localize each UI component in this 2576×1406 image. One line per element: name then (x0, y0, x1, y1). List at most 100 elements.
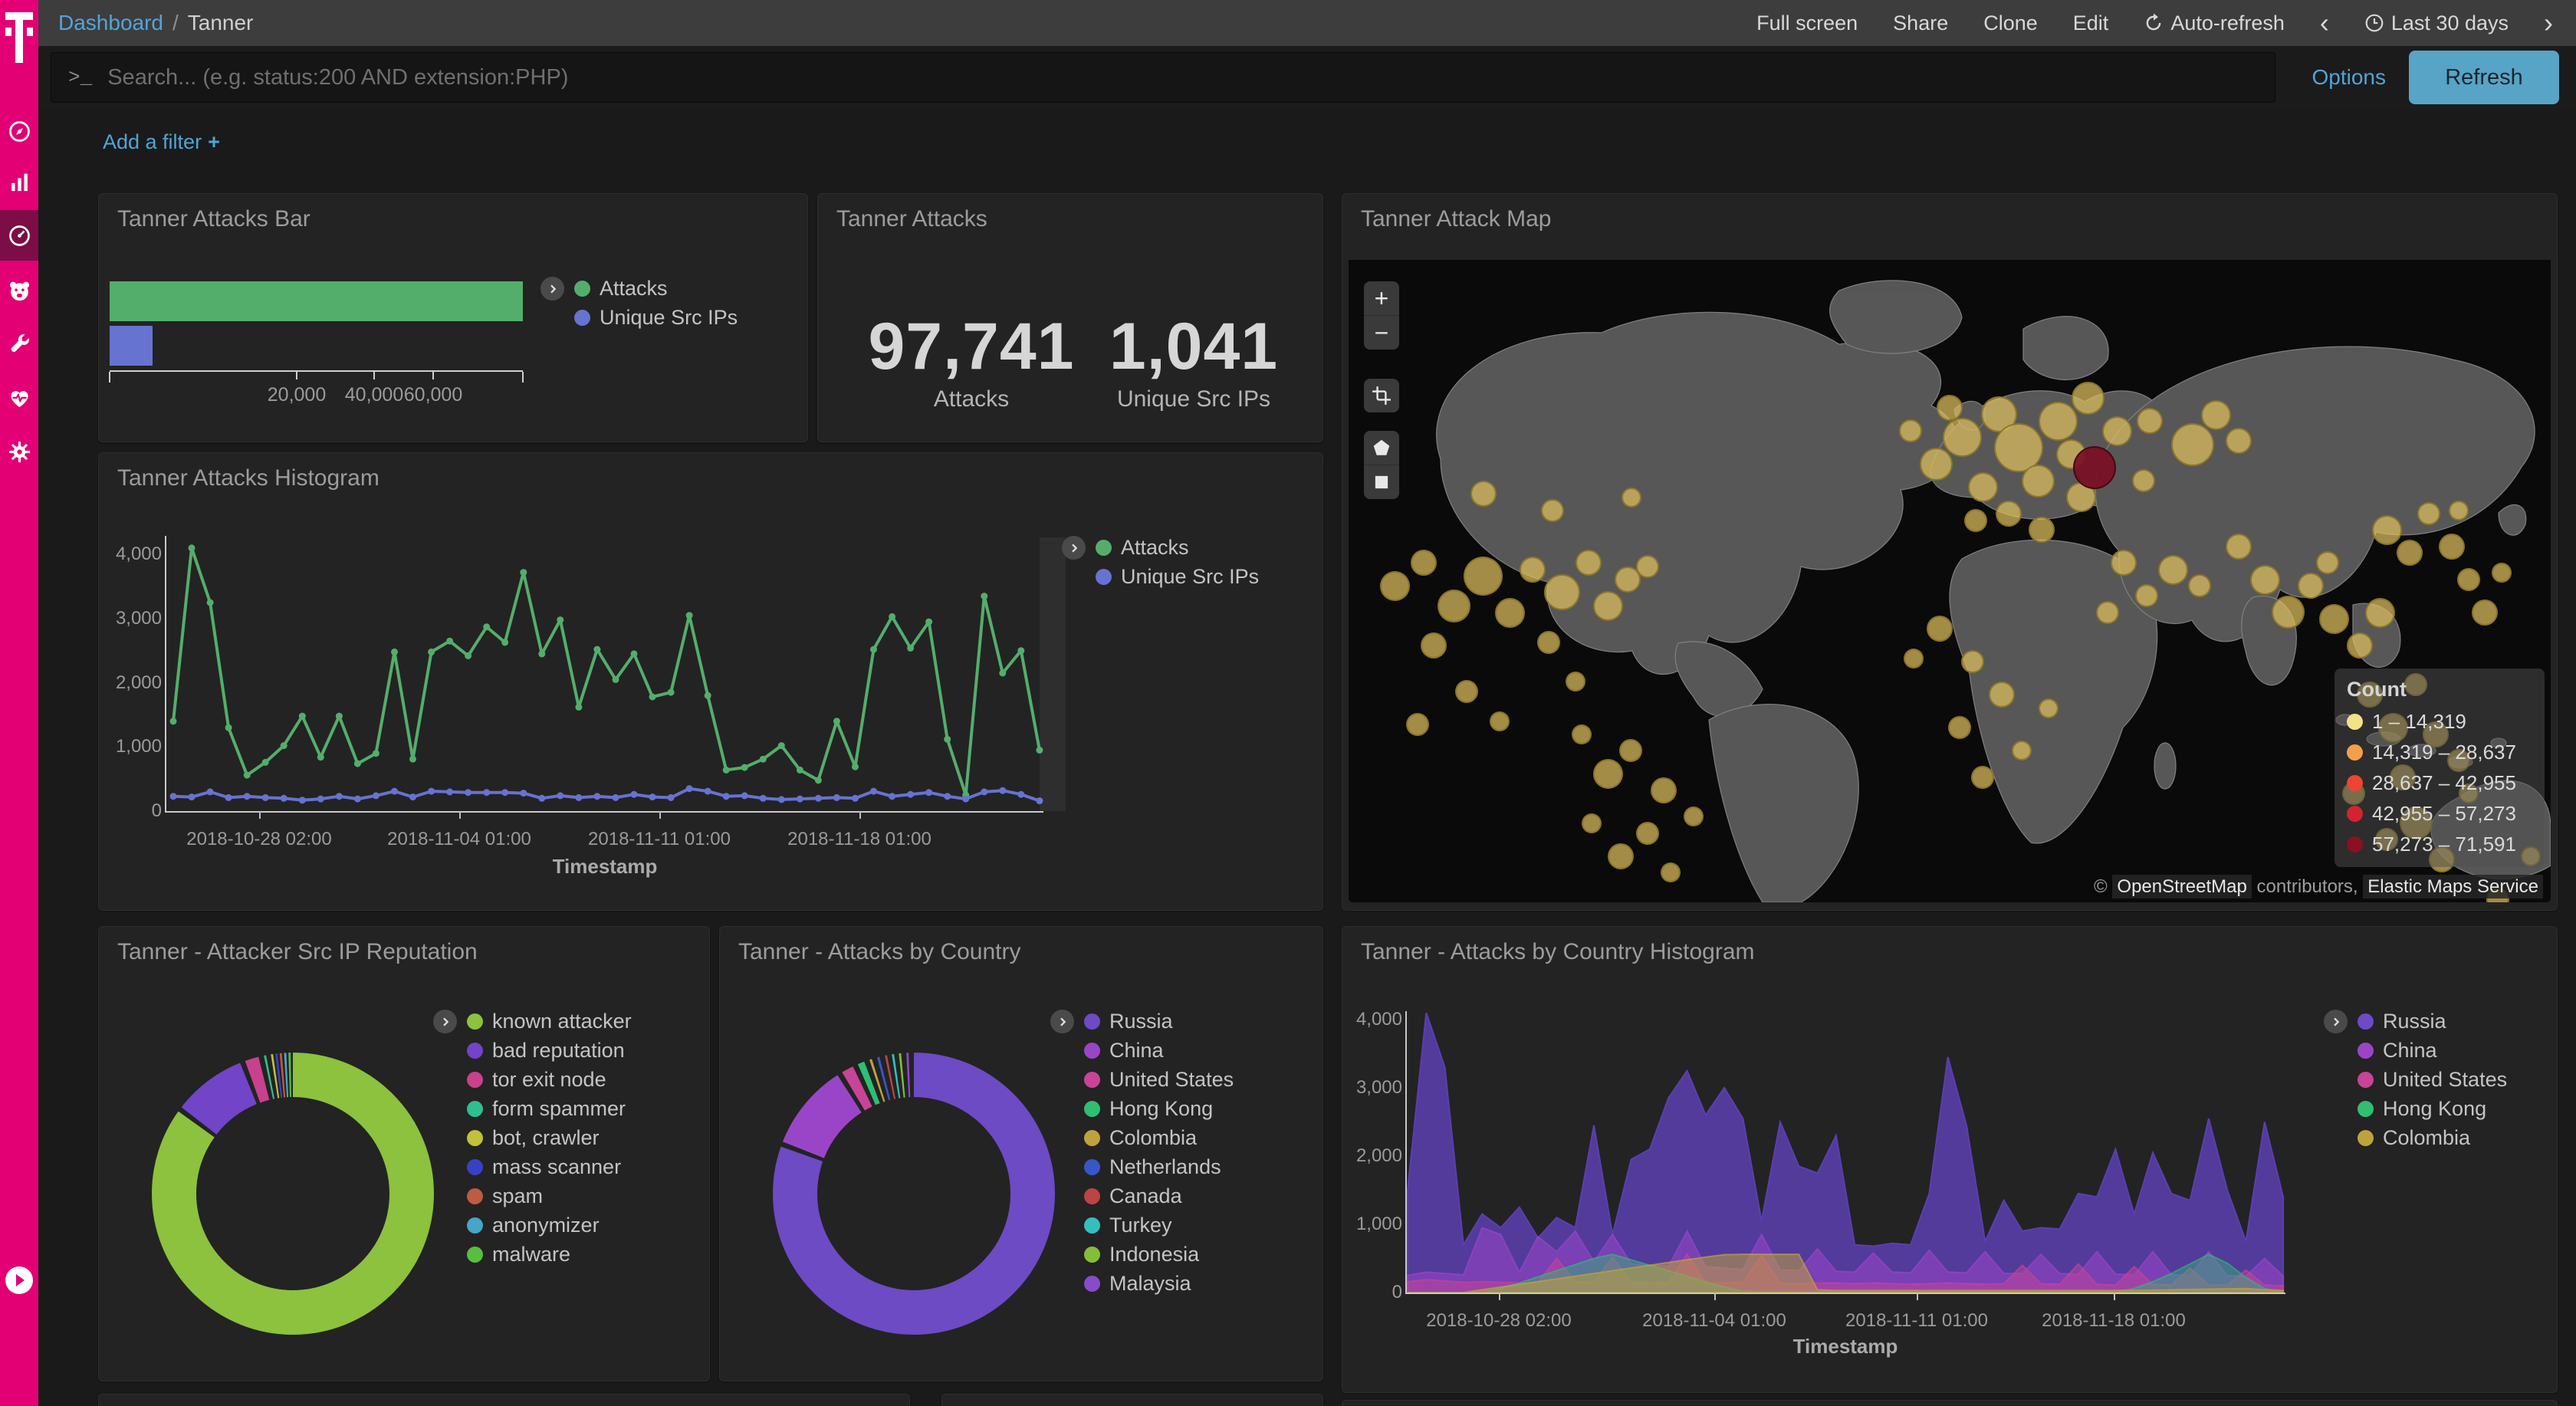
legend-item[interactable]: known attacker (467, 1007, 632, 1036)
time-back-button[interactable]: ‹ (2319, 7, 2329, 38)
sidebar-item-dashboard[interactable] (0, 210, 38, 261)
legend-swatch (467, 1158, 483, 1175)
attack-dot (2397, 540, 2423, 566)
sidebar-item-management[interactable] (0, 426, 38, 477)
breadcrumb: Dashboard / Tanner (58, 11, 253, 35)
legend: known attacker bad reputation tor exit nod… (433, 1007, 632, 1269)
panel-title: Tanner Attacks (836, 206, 987, 232)
sidebar-item-bear-app[interactable] (0, 265, 38, 316)
legend-label: Attacks (1121, 535, 1189, 559)
legend-item[interactable]: Russia (2358, 1007, 2507, 1036)
legend-item[interactable]: Hong Kong (1084, 1094, 1234, 1123)
sidebar-item-monitoring[interactable] (0, 373, 38, 423)
legend-item[interactable]: China (1084, 1036, 1234, 1065)
legend-expand-button[interactable] (2324, 1010, 2348, 1033)
legend-item[interactable]: United States (2358, 1065, 2507, 1094)
legend-swatch (467, 1246, 483, 1263)
legend-item[interactable]: Hong Kong (2358, 1094, 2507, 1123)
legend-item[interactable]: China (2358, 1036, 2507, 1065)
world-map[interactable]: + − Count 1 – 14,319 14,319 – 28,637 28,63… (1349, 260, 2551, 902)
legend-label: malware (492, 1242, 571, 1266)
y-tick-label: 1,000 (1355, 1214, 1402, 1234)
legend-item[interactable]: malware (467, 1240, 632, 1269)
legend-item[interactable]: tor exit node (467, 1065, 632, 1094)
legend-label: known attacker (492, 1009, 632, 1033)
legend-label: Malaysia (1109, 1271, 1191, 1295)
attack-dot (2132, 469, 2155, 492)
legend-item[interactable]: Malaysia (1084, 1269, 1234, 1298)
attack-dot (1937, 395, 1963, 421)
legend-item[interactable]: Attacks (1096, 533, 1259, 562)
legend-expand-button[interactable] (1062, 536, 1086, 560)
x-axis-title: Timestamp (1792, 1335, 1898, 1358)
search-input[interactable] (106, 64, 2275, 91)
time-forward-button[interactable]: › (2544, 7, 2553, 38)
add-filter-link[interactable]: Add a filter + (103, 130, 220, 153)
x-tick-mark (2114, 1293, 2115, 1300)
edit-button[interactable]: Edit (2072, 11, 2109, 34)
legend-expand-button[interactable] (540, 277, 564, 301)
legend-item[interactable]: Canada (1084, 1181, 1234, 1211)
panel-src-ip-reputation: Tanner - Attacker Src IP Reputation know… (98, 926, 710, 1381)
sidebar-item-discover[interactable] (0, 106, 38, 156)
legend-label: tor exit node (492, 1067, 606, 1091)
legend-item[interactable]: Colombia (2358, 1123, 2507, 1152)
map-attribution: © OpenStreetMap contributors, Elastic Ma… (2094, 875, 2543, 898)
clone-button[interactable]: Clone (1983, 11, 2038, 34)
legend-item[interactable]: anonymizer (467, 1211, 632, 1240)
legend-label: bot, crawler (492, 1125, 600, 1149)
legend-item[interactable]: Netherlands (1084, 1152, 1234, 1181)
zoom-in-button[interactable]: + (1374, 284, 1389, 312)
share-button[interactable]: Share (1893, 11, 1949, 34)
legend-item[interactable]: Turkey (1084, 1211, 1234, 1240)
t-mobile-logo-icon[interactable] (4, 9, 34, 74)
legend-expand-button[interactable] (433, 1010, 457, 1033)
sidebar-item-dev-tools[interactable] (0, 319, 38, 370)
legend-item[interactable]: United States (1084, 1065, 1234, 1094)
elastic-maps-service-link[interactable]: Elastic Maps Service (2363, 875, 2543, 898)
line-chart (169, 544, 1043, 805)
map-fit-control (1364, 379, 1399, 412)
legend-swatch (467, 1042, 483, 1059)
legend-item[interactable]: Colombia (1084, 1123, 1234, 1152)
refresh-button[interactable]: Refresh (2409, 51, 2559, 104)
legend-item[interactable]: Indonesia (1084, 1240, 1234, 1269)
draw-polygon-button[interactable] (1364, 431, 1399, 465)
attack-dot (1636, 822, 1659, 845)
legend-item[interactable]: mass scanner (467, 1152, 632, 1181)
legend-item[interactable]: Unique Src IPs (574, 303, 738, 332)
donut-slice-hong-kong (773, 1053, 1055, 1335)
legend-swatch (574, 309, 590, 326)
fit-bounds-button[interactable] (1364, 379, 1399, 412)
axis-tick-label: 20,000 (267, 384, 327, 406)
legend-item[interactable]: spam (467, 1181, 632, 1211)
legend-item[interactable]: Attacks (574, 274, 738, 303)
bar-chart-icon (11, 173, 28, 191)
breadcrumb-dashboard-link[interactable]: Dashboard (58, 11, 163, 34)
auto-refresh-button[interactable]: Auto-refresh (2144, 11, 2285, 35)
legend-item[interactable]: Unique Src IPs (1096, 562, 1259, 591)
legend-label: mass scanner (492, 1155, 622, 1178)
legend-swatch (2358, 1042, 2374, 1059)
panel-title: Tanner Attacks Histogram (117, 465, 380, 491)
legend-swatch (1096, 539, 1112, 556)
full-screen-button[interactable]: Full screen (1756, 11, 1858, 34)
panel-partial-bottom-left (98, 1394, 910, 1406)
legend-item[interactable]: bot, crawler (467, 1123, 632, 1152)
legend-item[interactable]: bad reputation (467, 1036, 632, 1065)
x-tick-mark (1499, 1293, 1500, 1300)
zoom-out-button[interactable]: − (1364, 315, 1399, 350)
donut-slice-bad-reputation (152, 1053, 434, 1335)
panel-title: Tanner Attack Map (1361, 206, 1552, 232)
legend-item[interactable]: form spammer (467, 1094, 632, 1123)
options-link[interactable]: Options (2312, 65, 2387, 89)
time-range-picker[interactable]: Last 30 days (2364, 11, 2509, 35)
legend-item[interactable]: Russia (1084, 1007, 1234, 1036)
draw-rectangle-button[interactable] (1364, 465, 1399, 499)
legend-swatch (2358, 1013, 2374, 1030)
sidebar-item-visualize[interactable] (0, 156, 38, 207)
y-axis-line (165, 536, 166, 813)
legend-expand-button[interactable] (1050, 1010, 1074, 1033)
sidebar-collapse-button[interactable] (5, 1266, 34, 1295)
openstreetmap-link[interactable]: OpenStreetMap (2112, 875, 2252, 898)
